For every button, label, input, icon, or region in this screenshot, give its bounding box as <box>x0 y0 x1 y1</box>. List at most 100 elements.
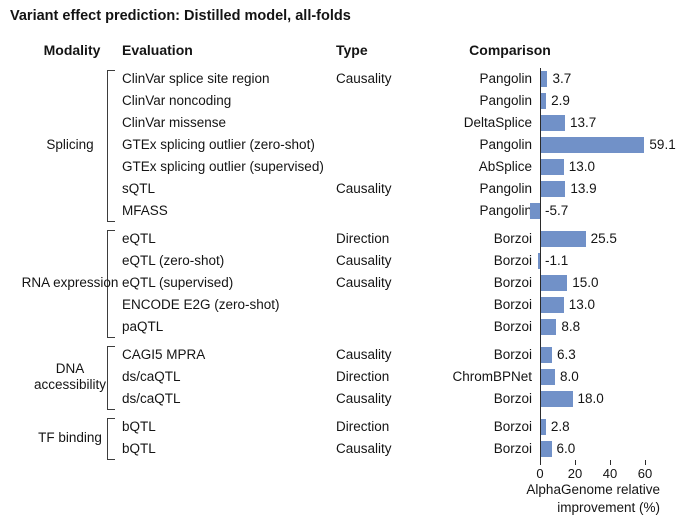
comparison-label: Borzoi <box>493 347 532 362</box>
comparison-label: Pangolin <box>479 181 532 196</box>
value-label: 3.7 <box>552 71 572 86</box>
comparison-label: Borzoi <box>493 441 532 456</box>
column-header-evaluation: Evaluation <box>122 42 193 58</box>
comparison-label: Pangolin <box>479 137 532 152</box>
evaluation-label: bQTL <box>122 419 156 434</box>
axis-title-line2: improvement (%) <box>557 500 660 515</box>
modality-label: Splicing <box>46 137 94 152</box>
bar <box>541 347 553 363</box>
value-label: 2.9 <box>551 93 570 108</box>
bar <box>541 441 552 457</box>
modality-label: TF binding <box>38 430 102 445</box>
axis-zero-line <box>540 68 541 460</box>
evaluation-label: sQTL <box>122 181 156 196</box>
value-label: 13.0 <box>568 159 596 174</box>
table-row: ENCODE E2G (zero-shot) Borzoi 13.0 <box>0 294 692 316</box>
axis-tick-label: 20 <box>567 466 583 481</box>
comparison-label: Pangolin <box>479 203 532 218</box>
modality-label: RNA expression <box>21 275 119 290</box>
table-row: bQTL Causality Borzoi 6.0 <box>0 438 692 460</box>
evaluation-label: eQTL (zero-shot) <box>122 253 225 268</box>
table-row: bQTL Direction Borzoi 2.8 <box>0 416 692 438</box>
type-label: Causality <box>336 253 392 268</box>
evaluation-label: ds/caQTL <box>122 369 181 384</box>
comparison-label: Borzoi <box>493 391 532 406</box>
comparison-label: DeltaSplice <box>463 115 532 130</box>
table-row: eQTL (supervised) Causality Borzoi 15.0 <box>0 272 692 294</box>
bar <box>541 319 557 335</box>
evaluation-label: ClinVar splice site region <box>122 71 270 86</box>
group-bracket <box>107 346 115 410</box>
table-row: eQTL Direction Borzoi 25.5 <box>0 228 692 250</box>
group-bracket <box>107 230 115 338</box>
value-label: 8.0 <box>560 369 579 384</box>
value-label: 2.8 <box>550 419 570 434</box>
bar <box>541 159 564 175</box>
bar <box>541 419 546 435</box>
bar <box>541 71 548 87</box>
axis-tick-label: 0 <box>536 466 544 481</box>
column-header-type: Type <box>336 42 368 58</box>
value-label: -5.7 <box>545 203 569 218</box>
evaluation-label: ClinVar noncoding <box>122 93 232 108</box>
comparison-label: Borzoi <box>493 319 532 334</box>
evaluation-label: CAGI5 MPRA <box>122 347 206 362</box>
comparison-label: Pangolin <box>479 71 532 86</box>
bar <box>538 253 540 269</box>
value-label: 15.0 <box>572 275 599 290</box>
evaluation-label: eQTL (supervised) <box>122 275 234 290</box>
column-header-modality: Modality <box>43 42 101 58</box>
value-label: 8.8 <box>561 319 581 334</box>
bar <box>541 181 566 197</box>
type-label: Direction <box>336 369 390 384</box>
type-label: Causality <box>336 347 392 362</box>
value-label: 59.1 <box>649 137 676 152</box>
type-label: Direction <box>336 231 390 246</box>
type-label: Causality <box>336 275 392 290</box>
value-label: -1.1 <box>545 253 569 268</box>
modality-label: DNA accessibility <box>33 361 107 392</box>
evaluation-label: ClinVar missense <box>122 115 227 130</box>
bar <box>541 115 565 131</box>
bar <box>541 297 564 313</box>
bar <box>541 137 645 153</box>
axis-title-line1: AlphaGenome relative <box>526 482 660 497</box>
axis-tick <box>540 460 541 465</box>
value-label: 13.0 <box>568 297 596 312</box>
table-row: GTEx splicing outlier (zero-shot) Pangoli… <box>0 134 692 156</box>
table-row: GTEx splicing outlier (supervised) AbSpli… <box>0 156 692 178</box>
evaluation-label: GTEx splicing outlier (supervised) <box>122 159 324 174</box>
comparison-label: AbSplice <box>478 159 532 174</box>
bar <box>541 231 586 247</box>
type-label: Causality <box>336 181 392 196</box>
table-row: ds/caQTL Causality Borzoi 18.0 <box>0 388 692 410</box>
type-label: Causality <box>336 71 392 86</box>
axis-tick <box>610 460 611 465</box>
evaluation-label: bQTL <box>122 441 156 456</box>
comparison-label: Pangolin <box>479 93 532 108</box>
evaluation-label: ds/caQTL <box>122 391 181 406</box>
type-label: Causality <box>336 441 392 456</box>
value-label: 6.3 <box>557 347 576 362</box>
value-label: 13.7 <box>569 115 597 130</box>
axis-tick-label: 40 <box>602 466 618 481</box>
value-label: 6.0 <box>556 441 576 456</box>
table-row: ds/caQTL Direction ChromBPNet 8.0 <box>0 366 692 388</box>
comparison-label: ChromBPNet <box>452 369 532 384</box>
group-bracket <box>107 418 115 460</box>
evaluation-label: MFASS <box>122 203 168 218</box>
bar <box>541 369 555 385</box>
type-label: Causality <box>336 391 392 406</box>
page-title: Variant effect prediction: Distilled mod… <box>10 8 351 24</box>
evaluation-label: GTEx splicing outlier (zero-shot) <box>122 137 315 152</box>
table-row: sQTL Causality Pangolin 13.9 <box>0 178 692 200</box>
table-row: eQTL (zero-shot) Causality Borzoi -1.1 <box>0 250 692 272</box>
group-bracket <box>107 70 115 222</box>
table-row: paQTL Borzoi 8.8 <box>0 316 692 338</box>
comparison-label: Borzoi <box>493 231 532 246</box>
comparison-label: Borzoi <box>493 275 532 290</box>
table-row: CAGI5 MPRA Causality Borzoi 6.3 <box>0 344 692 366</box>
evaluation-label: eQTL <box>122 231 156 246</box>
table-row: ClinVar splice site region Causality Pango… <box>0 68 692 90</box>
evaluation-label: paQTL <box>122 319 164 334</box>
